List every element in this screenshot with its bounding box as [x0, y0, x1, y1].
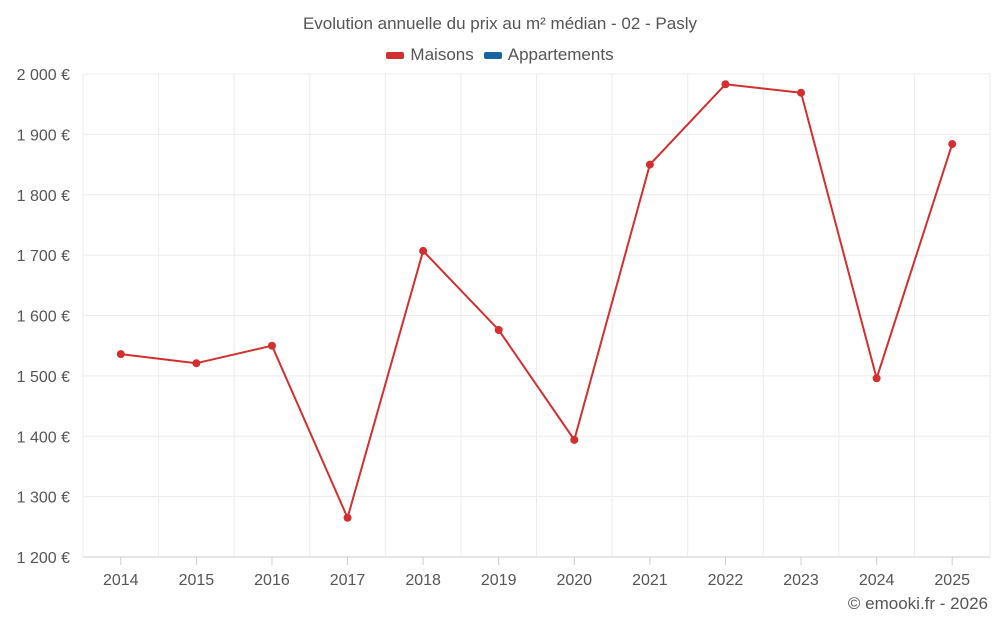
- y-tick-label: 2 000 €: [17, 67, 70, 84]
- legend-item-appartements[interactable]: Appartements: [483, 45, 614, 65]
- x-tick-label: 2019: [481, 572, 517, 589]
- data-point: [116, 350, 125, 359]
- y-tick-label: 1 800 €: [17, 188, 70, 205]
- data-point: [797, 88, 806, 97]
- data-point: [872, 374, 881, 383]
- y-tick-label: 1 600 €: [17, 309, 70, 326]
- grid: [82, 73, 991, 558]
- data-point: [343, 513, 352, 522]
- data-point: [192, 359, 201, 368]
- data-point: [721, 80, 730, 89]
- legend-swatch-appartements: [483, 51, 502, 59]
- x-tick-label: 2024: [859, 572, 895, 589]
- y-tick-label: 1 900 €: [17, 127, 70, 144]
- y-tick-label: 1 700 €: [17, 248, 70, 265]
- data-point: [267, 341, 276, 350]
- y-tick-label: 1 500 €: [17, 369, 70, 386]
- x-tick-label: 2015: [179, 572, 215, 589]
- legend-item-maisons[interactable]: Maisons: [386, 45, 474, 65]
- x-tick-label: 2017: [330, 572, 366, 589]
- axes: 1 200 € 1 300 € 1 400 € 1 500 € 1 600 € 1 700…: [17, 67, 970, 589]
- data-point: [494, 325, 503, 334]
- x-tick-label: 2016: [254, 572, 290, 589]
- y-tick-label: 1 300 €: [17, 490, 70, 507]
- x-tick-label: 2018: [405, 572, 441, 589]
- x-tick-label: 2025: [934, 572, 970, 589]
- x-tick-label: 2021: [632, 572, 668, 589]
- series-maisons: [116, 80, 957, 522]
- series-line: [120, 83, 954, 519]
- data-point: [645, 160, 654, 169]
- x-tick-label: 2014: [103, 572, 139, 589]
- legend-label-appartements: Appartements: [507, 45, 614, 64]
- legend: Maisons Appartements: [0, 45, 1000, 65]
- data-point: [948, 140, 957, 149]
- y-tick-label: 1 400 €: [17, 429, 70, 446]
- copyright: © emooki.fr - 2026: [847, 594, 988, 613]
- chart-title: Evolution annuelle du prix au m² médian …: [302, 14, 698, 33]
- x-tick-label: 2023: [783, 572, 819, 589]
- x-tick-label: 2020: [556, 572, 592, 589]
- legend-label-maisons: Maisons: [410, 45, 474, 64]
- legend-swatch-maisons: [386, 51, 405, 59]
- data-point: [570, 435, 579, 444]
- x-tick-label: 2022: [708, 572, 744, 589]
- y-tick-label: 1 200 €: [17, 550, 70, 567]
- data-point: [419, 246, 428, 255]
